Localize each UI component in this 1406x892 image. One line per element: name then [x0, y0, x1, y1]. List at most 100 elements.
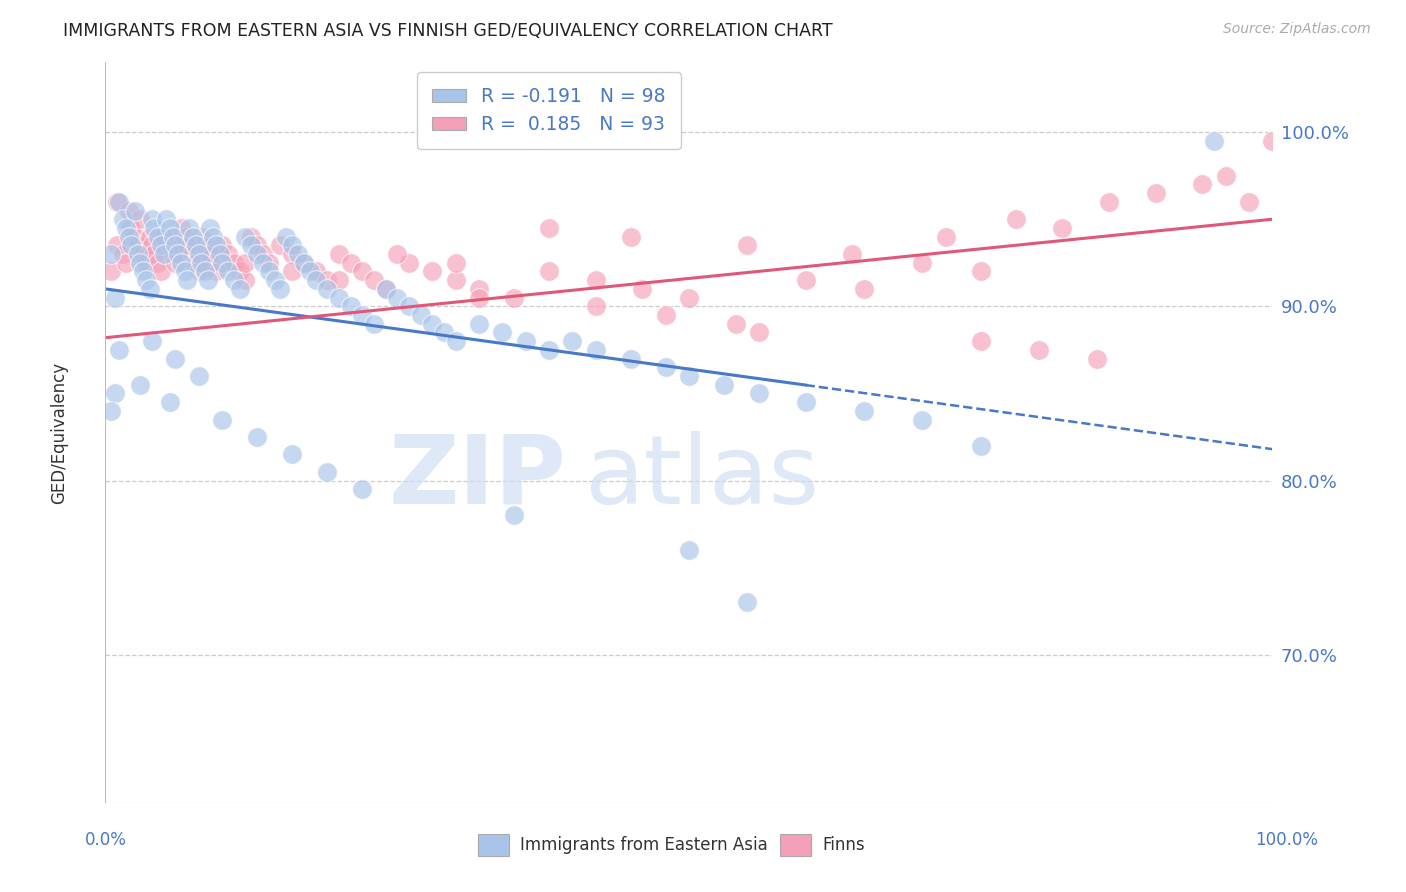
Point [654, 308, 676, 322]
Point [257, 264, 280, 278]
Text: atlas: atlas [583, 431, 820, 524]
Point [166, 247, 188, 261]
Point [537, 343, 560, 357]
Point [246, 430, 269, 444]
Point [176, 238, 198, 252]
Point [737, 595, 759, 609]
Text: 0.0%: 0.0% [84, 831, 127, 849]
Point [970, 334, 993, 348]
Point [246, 247, 269, 261]
Point [468, 317, 491, 331]
Point [222, 273, 245, 287]
Point [935, 229, 957, 244]
Point [105, 238, 128, 252]
Point [503, 508, 526, 523]
Point [1004, 212, 1026, 227]
Point [748, 386, 770, 401]
Point [176, 273, 198, 287]
Point [420, 264, 443, 278]
Point [200, 247, 222, 261]
Point [181, 247, 204, 261]
Point [270, 282, 292, 296]
Point [153, 247, 174, 261]
Point [1237, 194, 1260, 209]
Point [678, 291, 700, 305]
Point [841, 247, 863, 261]
Point [852, 404, 875, 418]
Point [970, 264, 993, 278]
Point [179, 221, 201, 235]
Point [205, 264, 228, 278]
Point [129, 377, 152, 392]
Point [197, 247, 219, 261]
Point [298, 264, 321, 278]
Point [173, 264, 195, 278]
Point [352, 308, 374, 322]
Text: Finns: Finns [823, 836, 865, 854]
Point [491, 326, 513, 340]
Point [129, 212, 152, 227]
Point [585, 343, 607, 357]
Point [794, 273, 817, 287]
Point [794, 395, 817, 409]
Point [194, 264, 217, 278]
Point [111, 212, 134, 227]
Point [240, 238, 263, 252]
Point [186, 256, 208, 270]
Point [444, 334, 467, 348]
Point [118, 203, 141, 218]
Point [124, 229, 146, 244]
Point [316, 465, 339, 479]
Point [100, 247, 122, 261]
Point [100, 264, 122, 278]
Point [127, 238, 149, 252]
Point [170, 221, 193, 235]
Point [162, 229, 184, 244]
Point [146, 229, 169, 244]
Point [159, 221, 181, 235]
Point [678, 543, 700, 558]
Point [235, 256, 257, 270]
Point [153, 229, 174, 244]
Point [108, 194, 131, 209]
Point [270, 238, 292, 252]
Point [281, 447, 304, 461]
Point [252, 247, 274, 261]
Text: Immigrants from Eastern Asia: Immigrants from Eastern Asia [520, 836, 768, 854]
Point [104, 386, 127, 401]
Point [748, 326, 770, 340]
Text: Source: ZipAtlas.com: Source: ZipAtlas.com [1223, 22, 1371, 37]
Point [409, 308, 432, 322]
Point [186, 238, 208, 252]
Point [1087, 351, 1109, 366]
Point [352, 264, 374, 278]
Point [105, 194, 128, 209]
Point [200, 256, 222, 270]
Point [304, 273, 326, 287]
Point [200, 221, 222, 235]
Point [141, 238, 163, 252]
Point [228, 282, 250, 296]
Point [141, 212, 163, 227]
Point [146, 256, 169, 270]
Point [190, 256, 212, 270]
Point [115, 221, 138, 235]
Point [217, 264, 239, 278]
Point [187, 369, 209, 384]
Point [1191, 178, 1213, 192]
Text: 100.0%: 100.0% [1256, 831, 1317, 849]
Point [194, 238, 217, 252]
Point [724, 317, 747, 331]
Point [281, 264, 304, 278]
Point [515, 334, 537, 348]
Point [281, 247, 304, 261]
Point [561, 334, 583, 348]
Point [316, 273, 339, 287]
Point [1261, 134, 1284, 148]
Point [211, 412, 233, 426]
Text: IMMIGRANTS FROM EASTERN ASIA VS FINNISH GED/EQUIVALENCY CORRELATION CHART: IMMIGRANTS FROM EASTERN ASIA VS FINNISH … [63, 22, 832, 40]
Point [165, 238, 187, 252]
Point [150, 264, 173, 278]
Point [162, 247, 184, 261]
Point [129, 256, 152, 270]
